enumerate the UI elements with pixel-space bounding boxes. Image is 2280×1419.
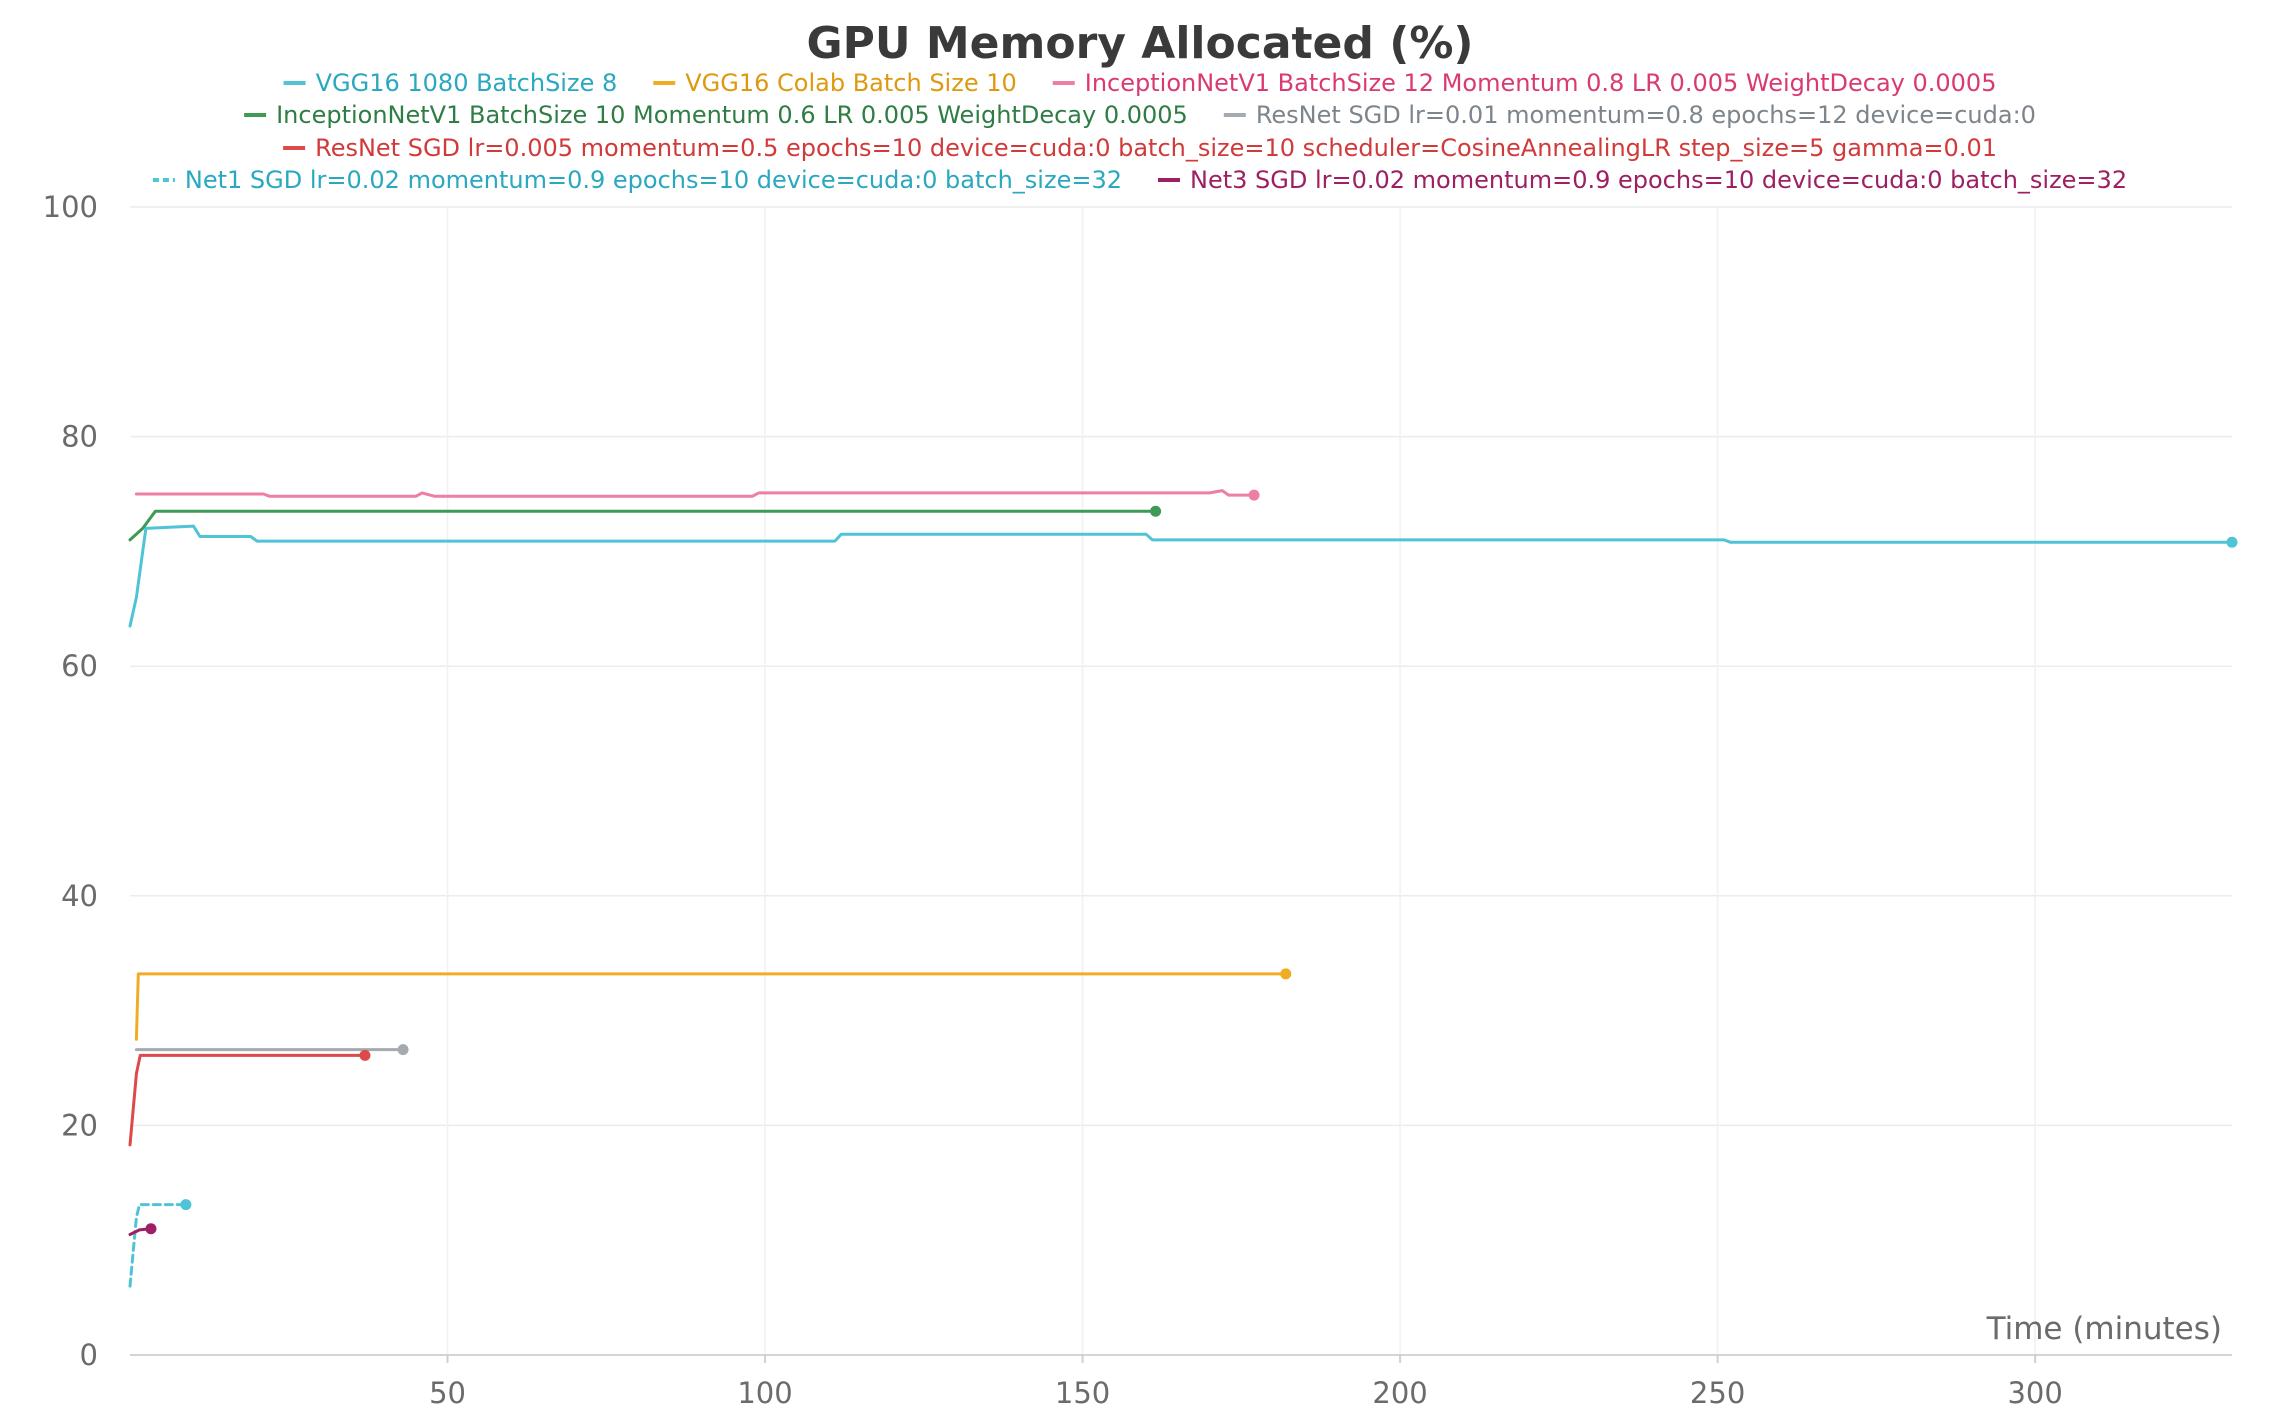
legend-label: InceptionNetV1 BatchSize 10 Momentum 0.6… [276,101,1188,129]
series-line [128,524,2234,628]
x-axis-ticks: 50 100 150 200 250 300 [429,1355,2063,1410]
legend-label: Net1 SGD lr=0.02 momentum=0.9 epochs=10 … [185,166,1122,194]
legend-label: InceptionNetV1 BatchSize 12 Momentum 0.8… [1085,69,1997,97]
x-tick-label: 200 [1372,1376,1427,1410]
y-tick-label: 20 [61,1108,98,1142]
y-axis-ticks: 0 20 40 60 80 100 [43,190,98,1372]
legend-label: VGG16 Colab Batch Size 10 [685,69,1017,97]
x-tick-label: 50 [429,1376,466,1410]
x-tick-label: 300 [2007,1376,2062,1410]
legend-item: InceptionNetV1 BatchSize 10 Momentum 0.6… [244,101,1188,129]
x-tick-label: 150 [1055,1376,1110,1410]
legend-item: VGG16 1080 BatchSize 8 [283,69,618,97]
legend-label: ResNet SGD lr=0.01 momentum=0.8 epochs=1… [1256,101,2036,129]
series-end-point [359,1049,371,1061]
y-tick-label: 40 [61,879,98,913]
series-end-point [145,1223,157,1235]
series-1 [134,968,1292,1041]
legend-item: Net3 SGD lr=0.02 momentum=0.9 epochs=10 … [1157,166,2127,194]
series-line [134,972,1288,1041]
legend-label: ResNet SGD lr=0.005 momentum=0.5 epochs=… [315,134,1997,162]
y-tick-label: 60 [61,649,98,683]
y-tick-label: 80 [61,420,98,454]
legend-item: VGG16 Colab Batch Size 10 [653,69,1017,97]
series-4 [134,1044,409,1056]
legend-item: Net1 SGD lr=0.02 momentum=0.9 epochs=10 … [152,166,1122,194]
legend-label: Net3 SGD lr=0.02 momentum=0.9 epochs=10 … [1190,166,2127,194]
legend-row: InceptionNetV1 BatchSize 10 Momentum 0.6… [244,101,2036,129]
series-0 [128,524,2238,628]
legend: VGG16 1080 BatchSize 8 VGG16 Colab Batch … [152,69,2127,194]
y-tick-label: 100 [43,190,98,224]
series-5 [128,1049,371,1147]
series-end-point [180,1199,192,1211]
legend-item: ResNet SGD lr=0.01 momentum=0.8 epochs=1… [1223,101,2036,129]
series-line [128,1053,367,1147]
series-end-point [1248,489,1260,501]
legend-label: VGG16 1080 BatchSize 8 [316,69,618,97]
series-end-point [2226,536,2238,548]
series-3 [128,505,1162,542]
series-end-point [397,1044,409,1056]
grid [130,206,2232,1356]
series-2 [134,489,1260,501]
series-6 [128,1199,192,1288]
series-line [128,509,1158,542]
series-end-point [1150,505,1162,517]
chart-title: GPU Memory Allocated (%) [806,18,1473,69]
x-tick-label: 250 [1690,1376,1745,1410]
y-tick-label: 0 [80,1338,98,1372]
legend-row: VGG16 1080 BatchSize 8 VGG16 Colab Batch … [283,69,1997,97]
series-7 [128,1223,157,1236]
series-end-point [1280,968,1292,980]
series-line [128,1203,188,1288]
series-lines [128,489,2238,1288]
x-tick-label: 100 [737,1376,792,1410]
legend-item: ResNet SGD lr=0.005 momentum=0.5 epochs=… [283,134,1997,162]
series-line [134,489,1256,498]
x-axis-label: Time (minutes) [1986,1311,2222,1347]
legend-row: Net1 SGD lr=0.02 momentum=0.9 epochs=10 … [152,166,2127,194]
legend-item: InceptionNetV1 BatchSize 12 Momentum 0.8… [1052,69,1997,97]
legend-row: ResNet SGD lr=0.005 momentum=0.5 epochs=… [283,134,1997,162]
